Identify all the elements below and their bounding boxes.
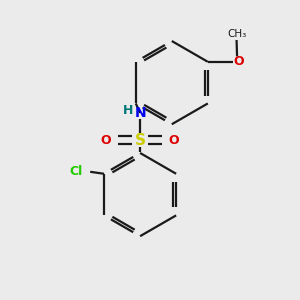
Text: O: O [233, 55, 244, 68]
Text: O: O [101, 134, 111, 147]
Text: CH₃: CH₃ [227, 29, 246, 39]
Text: O: O [169, 134, 179, 147]
Text: Cl: Cl [69, 165, 82, 178]
Text: S: S [135, 133, 146, 148]
Text: N: N [134, 106, 146, 120]
Text: H: H [123, 104, 133, 117]
